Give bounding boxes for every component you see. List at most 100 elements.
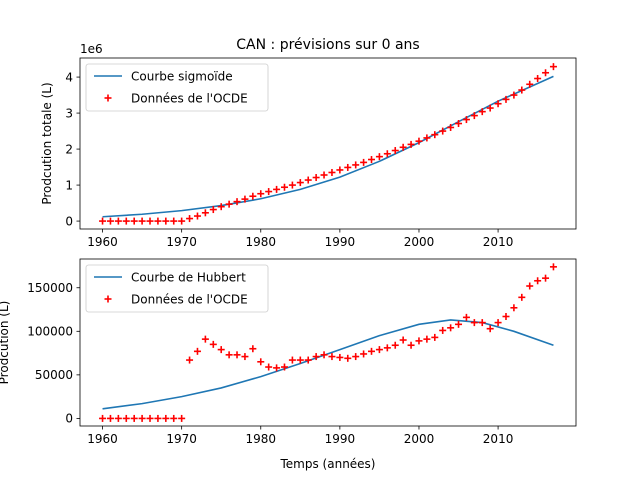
x-tick-label: 1970 — [166, 235, 197, 249]
legend-box — [85, 264, 269, 313]
legend: Courbe de Hubbert Données de l'OCDE — [85, 264, 269, 313]
data-point — [431, 333, 439, 341]
data-point — [352, 353, 360, 361]
data-point — [383, 150, 391, 158]
x-tick-label: 1980 — [245, 235, 276, 249]
data-point — [470, 319, 478, 327]
series-line-path — [102, 319, 554, 410]
x-tick-label: 1970 — [166, 432, 197, 446]
legend-label: Courbe de Hubbert — [131, 270, 246, 284]
x-tick-label: 2000 — [404, 432, 435, 446]
data-point — [288, 356, 296, 364]
data-point — [510, 304, 518, 312]
data-point — [106, 414, 114, 422]
data-point — [502, 95, 510, 103]
x-tick-label: 2010 — [483, 235, 514, 249]
axes-frame — [79, 258, 577, 427]
legend: Courbe sigmoïde Données de l'OCDE — [85, 63, 269, 112]
data-point — [170, 414, 178, 422]
data-point — [399, 143, 407, 151]
data-point — [201, 209, 209, 217]
data-point — [486, 325, 494, 333]
data-point — [407, 140, 415, 148]
data-point — [296, 356, 304, 364]
data-point — [494, 319, 502, 327]
data-point — [99, 217, 107, 225]
data-point — [273, 185, 281, 193]
data-point — [360, 158, 368, 166]
data-point — [336, 353, 344, 361]
data-point — [431, 131, 439, 139]
data-point — [99, 414, 107, 422]
data-point — [162, 217, 170, 225]
x-tick-label: 1960 — [87, 432, 118, 446]
y-tick-label: 1 — [65, 178, 73, 192]
data-point — [288, 181, 296, 189]
data-point — [455, 320, 463, 328]
data-point — [130, 414, 138, 422]
data-point — [186, 215, 194, 223]
legend-label: Données de l'OCDE — [131, 292, 248, 306]
y-tick-label: 4 — [65, 70, 73, 84]
x-tick-label: 1990 — [325, 235, 356, 249]
data-point — [233, 198, 241, 206]
data-point — [478, 108, 486, 116]
data-point — [154, 217, 162, 225]
chart-annual-production: 1960 1970 1980 1990 2000 2010 0 50000 100000 1500… — [0, 258, 577, 471]
data-point — [249, 345, 257, 353]
y-axis-label: Prodcution (L) — [0, 301, 11, 385]
x-tick-label: 1960 — [87, 235, 118, 249]
y-tick-label: 50000 — [35, 368, 73, 382]
data-point — [138, 414, 146, 422]
data-point — [375, 346, 383, 354]
data-point — [130, 217, 138, 225]
data-point — [344, 354, 352, 362]
data-point — [312, 174, 320, 182]
data-point — [241, 195, 249, 203]
data-point — [178, 217, 186, 225]
data-point — [455, 120, 463, 128]
data-point — [193, 212, 201, 220]
series-line — [102, 319, 554, 410]
data-point — [534, 277, 542, 285]
x-tick-label: 1990 — [325, 432, 356, 446]
data-point — [415, 137, 423, 145]
data-point — [423, 134, 431, 142]
data-point — [478, 319, 486, 327]
data-point — [225, 351, 233, 359]
data-point — [312, 353, 320, 361]
data-point — [360, 350, 368, 358]
legend-label: Courbe sigmoïde — [131, 69, 233, 83]
data-point — [423, 335, 431, 343]
data-point — [447, 123, 455, 131]
data-point — [138, 217, 146, 225]
data-point — [320, 171, 328, 179]
x-tick-label: 1980 — [245, 432, 276, 446]
data-point — [146, 414, 154, 422]
series-line-path — [102, 75, 554, 218]
y-tick-label: 150000 — [27, 281, 73, 295]
data-point — [494, 100, 502, 108]
y-tick-label: 0 — [65, 412, 73, 426]
data-point — [154, 414, 162, 422]
data-point — [296, 179, 304, 187]
data-point — [280, 363, 288, 371]
data-point — [399, 336, 407, 344]
data-point — [526, 282, 534, 290]
data-point — [328, 168, 336, 176]
data-point — [407, 341, 415, 349]
data-point — [391, 341, 399, 349]
legend-sigmoid: Courbe sigmoïde — [94, 69, 233, 83]
data-point — [217, 346, 225, 354]
data-point — [122, 414, 130, 422]
data-point — [114, 217, 122, 225]
data-point — [518, 86, 526, 94]
data-point — [368, 347, 376, 355]
axes-frame — [79, 57, 577, 230]
data-point — [122, 217, 130, 225]
data-point — [542, 69, 550, 77]
data-point — [280, 183, 288, 191]
data-point — [549, 63, 557, 71]
data-point — [328, 353, 336, 361]
data-point — [193, 347, 201, 355]
